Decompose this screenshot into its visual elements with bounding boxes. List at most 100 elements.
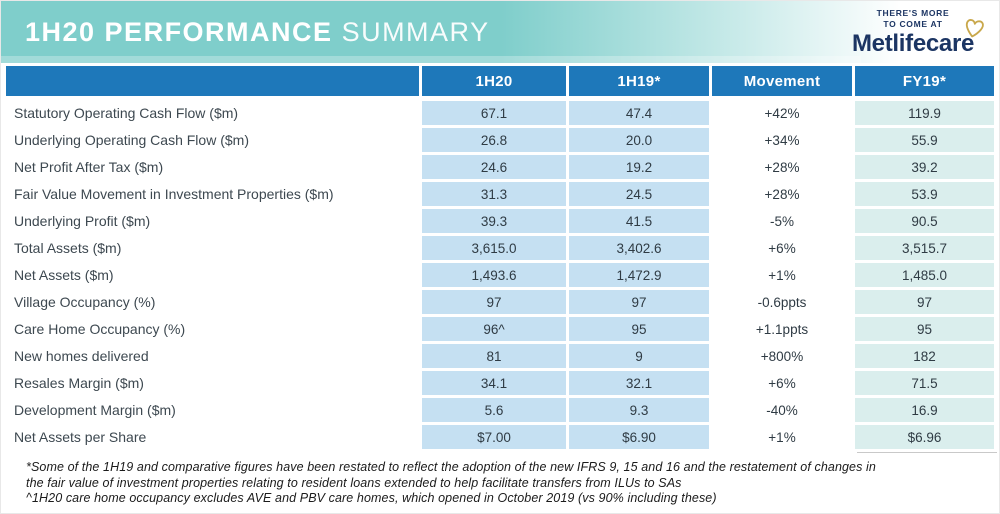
- row-label: Total Assets ($m): [6, 236, 419, 260]
- header-cell-metric: [6, 66, 419, 96]
- cell-1h20: 81: [422, 344, 566, 368]
- table-row: Underlying Operating Cash Flow ($m) 26.8 2…: [6, 128, 996, 152]
- cell-fy19: 53.9: [855, 182, 994, 206]
- logo-brand-text: Metlifecare: [851, 30, 975, 57]
- cell-1h19: 1,472.9: [569, 263, 709, 287]
- cell-movement: -5%: [712, 209, 852, 233]
- cell-movement: -0.6ppts: [712, 290, 852, 314]
- heart-outline-icon: [965, 19, 984, 38]
- cell-movement: +28%: [712, 182, 852, 206]
- cell-movement: +1%: [712, 263, 852, 287]
- cell-1h19: 9.3: [569, 398, 709, 422]
- cell-1h20: 1,493.6: [422, 263, 566, 287]
- cell-1h19: 20.0: [569, 128, 709, 152]
- row-label: Village Occupancy (%): [6, 290, 419, 314]
- cell-movement: +28%: [712, 155, 852, 179]
- cell-fy19: 119.9: [855, 101, 994, 125]
- row-label: Fair Value Movement in Investment Proper…: [6, 182, 419, 206]
- table-row: Net Profit After Tax ($m) 24.6 19.2 +28% 39.…: [6, 155, 996, 179]
- table-header-row: 1H20 1H19* Movement FY19*: [6, 66, 996, 96]
- cell-1h20: 24.6: [422, 155, 566, 179]
- row-label: New homes delivered: [6, 344, 419, 368]
- logo-tagline-line2: TO COME AT: [883, 18, 943, 29]
- row-label: Net Profit After Tax ($m): [6, 155, 419, 179]
- cell-1h19: 97: [569, 290, 709, 314]
- cell-fy19: 95: [855, 317, 994, 341]
- cell-1h20: 67.1: [422, 101, 566, 125]
- table-row: Village Occupancy (%) 97 97 -0.6ppts 97: [6, 290, 996, 314]
- footnote-line: ^1H20 care home occupancy excludes AVE a…: [26, 491, 717, 505]
- header-cell-1h20: 1H20: [422, 66, 566, 96]
- header-cell-1h19: 1H19*: [569, 66, 709, 96]
- cell-1h19: 41.5: [569, 209, 709, 233]
- cell-1h20: 34.1: [422, 371, 566, 395]
- cell-1h20: 5.6: [422, 398, 566, 422]
- cell-fy19: 1,485.0: [855, 263, 994, 287]
- cell-movement: +6%: [712, 236, 852, 260]
- cell-1h20: 3,615.0: [422, 236, 566, 260]
- cell-1h19: 95: [569, 317, 709, 341]
- table-row: Resales Margin ($m) 34.1 32.1 +6% 71.5: [6, 371, 996, 395]
- cell-1h20: 31.3: [422, 182, 566, 206]
- table-body: Statutory Operating Cash Flow ($m) 67.1 47…: [6, 101, 996, 449]
- cell-fy19: 3,515.7: [855, 236, 994, 260]
- cell-1h20: $7.00: [422, 425, 566, 449]
- cell-1h19: 9: [569, 344, 709, 368]
- header-cell-fy19: FY19*: [855, 66, 994, 96]
- fy19-column-underline: [857, 452, 997, 453]
- table-row: Underlying Profit ($m) 39.3 41.5 -5% 90.5: [6, 209, 996, 233]
- cell-movement: +6%: [712, 371, 852, 395]
- cell-fy19: 39.2: [855, 155, 994, 179]
- cell-1h19: 47.4: [569, 101, 709, 125]
- cell-fy19: 16.9: [855, 398, 994, 422]
- row-label: Net Assets per Share: [6, 425, 419, 449]
- cell-1h19: 19.2: [569, 155, 709, 179]
- cell-1h19: $6.90: [569, 425, 709, 449]
- row-label: Net Assets ($m): [6, 263, 419, 287]
- cell-movement: +1%: [712, 425, 852, 449]
- cell-fy19: 55.9: [855, 128, 994, 152]
- cell-fy19: 182: [855, 344, 994, 368]
- cell-fy19: 90.5: [855, 209, 994, 233]
- page-title: 1H20 PERFORMANCE SUMMARY: [25, 17, 490, 48]
- table-row: Net Assets per Share $7.00 $6.90 +1% $6.96: [6, 425, 996, 449]
- row-label: Care Home Occupancy (%): [6, 317, 419, 341]
- page-title-bold: 1H20 PERFORMANCE: [25, 16, 333, 47]
- cell-1h20: 39.3: [422, 209, 566, 233]
- performance-table: 1H20 1H19* Movement FY19* Statutory Oper…: [6, 66, 996, 449]
- table-row: Net Assets ($m) 1,493.6 1,472.9 +1% 1,485.0: [6, 263, 996, 287]
- table-row: Care Home Occupancy (%) 96^ 95 +1.1ppts 95: [6, 317, 996, 341]
- cell-movement: +1.1ppts: [712, 317, 852, 341]
- header-cell-movement: Movement: [712, 66, 852, 96]
- row-label: Development Margin ($m): [6, 398, 419, 422]
- row-label: Underlying Profit ($m): [6, 209, 419, 233]
- table-row: Total Assets ($m) 3,615.0 3,402.6 +6% 3,515.…: [6, 236, 996, 260]
- cell-movement: +34%: [712, 128, 852, 152]
- metlifecare-logo: THERE'S MORE TO COME AT Metlifecare: [839, 8, 987, 58]
- table-row: Statutory Operating Cash Flow ($m) 67.1 47…: [6, 101, 996, 125]
- logo-tagline-line1: THERE'S MORE: [876, 8, 950, 18]
- cell-fy19: 71.5: [855, 371, 994, 395]
- table-row: Development Margin ($m) 5.6 9.3 -40% 16.9: [6, 398, 996, 422]
- cell-1h20: 26.8: [422, 128, 566, 152]
- table-row: New homes delivered 81 9 +800% 182: [6, 344, 996, 368]
- row-label: Resales Margin ($m): [6, 371, 419, 395]
- banner: 1H20 PERFORMANCE SUMMARY: [1, 1, 999, 63]
- cell-movement: -40%: [712, 398, 852, 422]
- cell-fy19: 97: [855, 290, 994, 314]
- cell-movement: +42%: [712, 101, 852, 125]
- footnotes: *Some of the 1H19 and comparative figure…: [26, 460, 886, 507]
- row-label: Underlying Operating Cash Flow ($m): [6, 128, 419, 152]
- cell-fy19: $6.96: [855, 425, 994, 449]
- row-label: Statutory Operating Cash Flow ($m): [6, 101, 419, 125]
- cell-1h20: 97: [422, 290, 566, 314]
- footnote-line: the fair value of investment properties …: [26, 475, 682, 490]
- cell-1h19: 3,402.6: [569, 236, 709, 260]
- table-row: Fair Value Movement in Investment Proper…: [6, 182, 996, 206]
- cell-movement: +800%: [712, 344, 852, 368]
- cell-1h19: 24.5: [569, 182, 709, 206]
- cell-1h20: 96^: [422, 317, 566, 341]
- footnote-line: *Some of the 1H19 and comparative figure…: [26, 460, 876, 474]
- page-title-light: SUMMARY: [341, 16, 490, 47]
